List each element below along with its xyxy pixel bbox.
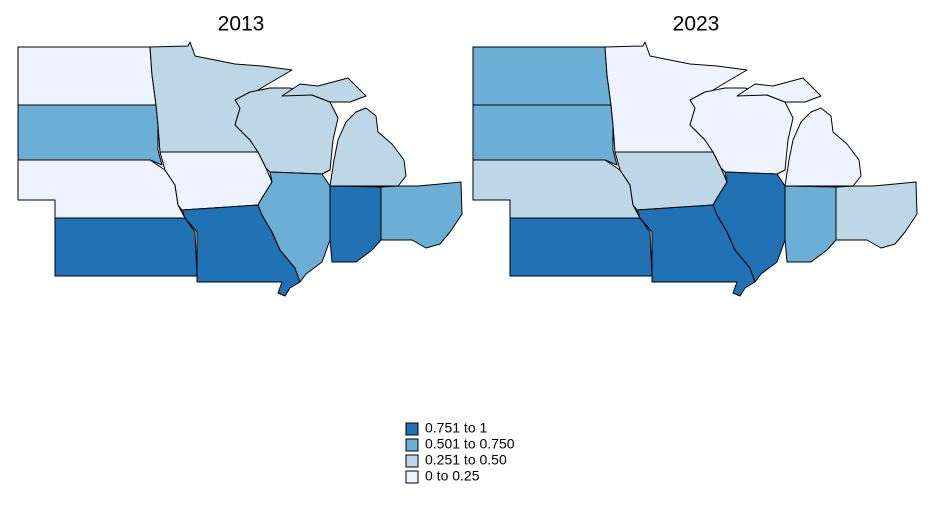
legend-label: 0.501 to 0.750: [425, 436, 515, 452]
region: [329, 185, 382, 263]
region: [472, 46, 612, 106]
legend-label: 0.751 to 1: [425, 420, 487, 436]
region: [509, 217, 653, 277]
map-title: 2013: [218, 13, 265, 36]
region: [736, 77, 862, 187]
legend-swatch: [405, 438, 419, 452]
region: [234, 87, 339, 175]
region: [380, 181, 463, 249]
region: [17, 46, 157, 106]
region: [689, 87, 794, 175]
region: [17, 104, 163, 166]
region: [784, 185, 837, 263]
region: [54, 217, 198, 277]
region: [472, 159, 641, 219]
legend-swatch: [405, 422, 419, 436]
legend-swatch: [405, 454, 419, 468]
region: [472, 104, 618, 166]
region: [17, 159, 186, 219]
legend-label: 0.251 to 0.50: [425, 452, 507, 468]
map-title: 2023: [673, 13, 720, 36]
region: [281, 77, 407, 187]
legend-swatch: [405, 470, 419, 484]
legend-label: 0 to 0.25: [425, 468, 480, 484]
region: [835, 181, 918, 249]
